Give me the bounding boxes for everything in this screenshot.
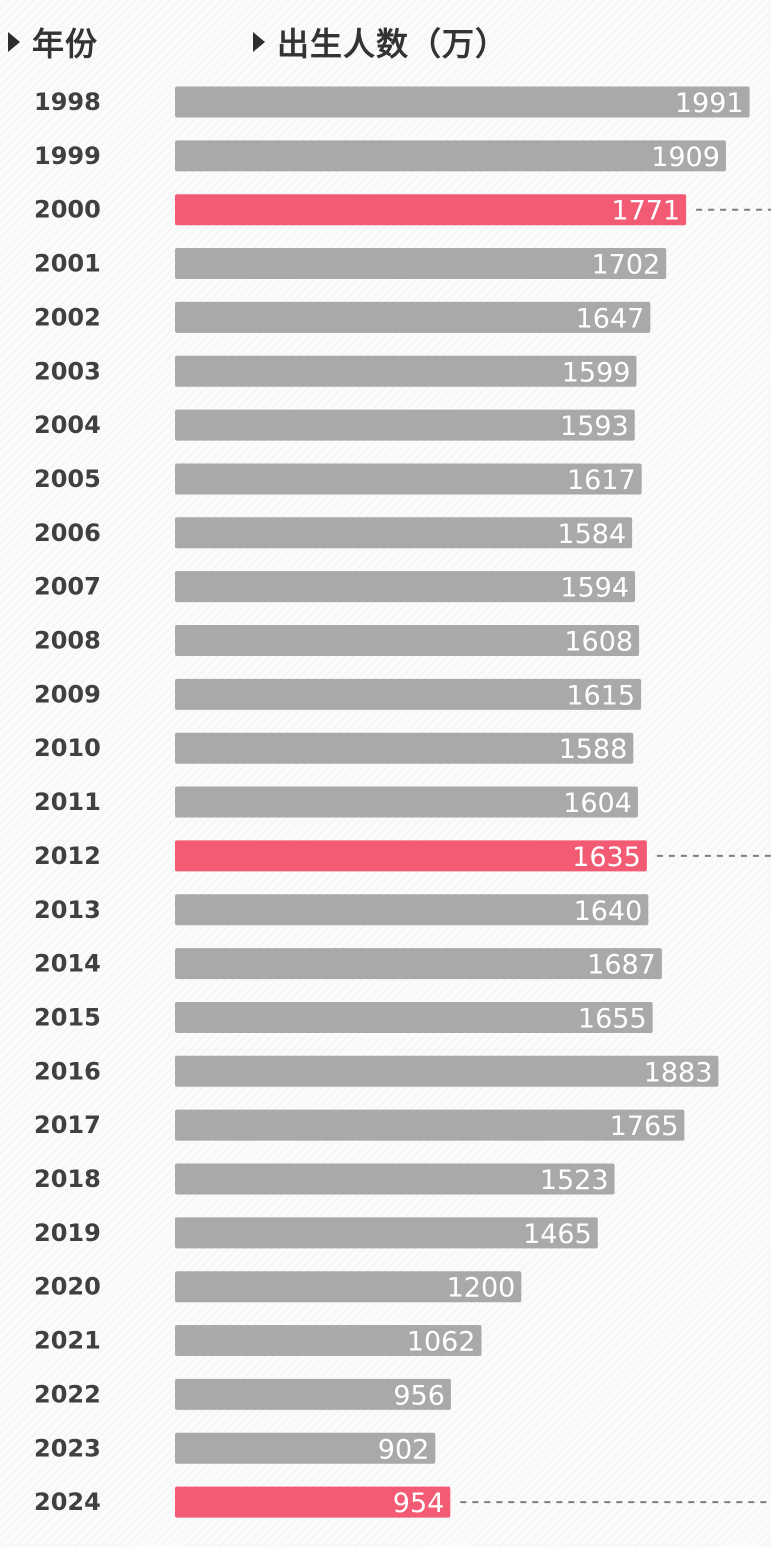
year-tick-label: 2000	[34, 196, 101, 224]
bar-value-label: 1615	[566, 680, 635, 711]
year-tick-label: 2019	[34, 1219, 101, 1247]
bar-value-label: 1599	[562, 357, 631, 388]
bar-value-label: 954	[393, 1488, 445, 1519]
bar-value-label: 1593	[560, 411, 629, 442]
year-tick-label: 2018	[34, 1165, 101, 1193]
year-tick-label: 2014	[34, 950, 101, 978]
bar-value-label: 1523	[540, 1165, 609, 1196]
year-tick-label: 2016	[34, 1057, 101, 1085]
bar	[175, 140, 726, 172]
year-tick-label: 2006	[34, 519, 101, 547]
year-tick-label: 2023	[34, 1434, 101, 1462]
bar	[175, 355, 637, 387]
bar-value-label: 902	[378, 1434, 430, 1465]
bar-value-label: 1771	[611, 196, 680, 227]
bar-value-label: 1883	[644, 1057, 713, 1088]
bar	[175, 786, 638, 818]
year-tick-label: 2024	[34, 1488, 101, 1516]
bar	[175, 86, 750, 118]
bar	[175, 894, 649, 926]
bar	[175, 1378, 451, 1410]
triangle-marker-icon	[253, 32, 265, 52]
bar	[175, 732, 634, 764]
year-tick-label: 2004	[34, 411, 101, 439]
bar-value-label: 1617	[567, 465, 636, 496]
year-tick-label: 2008	[34, 627, 101, 655]
bar-value-label: 1647	[576, 303, 645, 334]
bar	[175, 1217, 598, 1249]
chart-header: 年份 出生人数（万）	[0, 14, 771, 70]
year-tick-label: 2009	[34, 680, 101, 708]
highlighted-bar	[175, 1486, 451, 1518]
bar-value-label: 1594	[560, 573, 629, 604]
bar-value-label: 1465	[523, 1219, 592, 1250]
bar-value-label: 1608	[564, 627, 633, 658]
year-tick-label: 2012	[34, 842, 101, 870]
bar	[175, 517, 633, 549]
year-tick-label: 1999	[34, 142, 101, 170]
triangle-marker-icon	[8, 32, 20, 52]
bar	[175, 948, 662, 980]
bar	[175, 571, 636, 603]
bar-value-label: 956	[393, 1380, 445, 1411]
year-tick-label: 1998	[34, 88, 101, 116]
bar	[175, 463, 642, 495]
year-tick-label: 2011	[34, 788, 101, 816]
year-tick-label: 2020	[34, 1273, 101, 1301]
bar-value-label: 1909	[651, 142, 720, 173]
bar-value-label: 1640	[574, 896, 643, 927]
bar	[175, 625, 640, 656]
year-tick-label: 2002	[34, 303, 101, 331]
year-column-header: 年份	[8, 14, 98, 70]
bar	[175, 1001, 653, 1033]
highlighted-bar	[175, 840, 647, 872]
bar	[175, 409, 635, 441]
year-tick-label: 2001	[34, 250, 101, 278]
bar	[175, 1163, 615, 1195]
bar-value-label: 1200	[447, 1273, 516, 1304]
year-tick-label: 2005	[34, 465, 101, 493]
bar-value-label: 1655	[578, 1003, 647, 1034]
year-tick-label: 2010	[34, 734, 101, 762]
bar-value-label: 1702	[591, 250, 660, 281]
year-tick-label: 2017	[34, 1111, 101, 1139]
bar	[175, 1325, 482, 1357]
bar	[175, 1432, 436, 1464]
year-tick-label: 2003	[34, 357, 101, 385]
year-tick-label: 2007	[34, 573, 101, 601]
bar	[175, 1109, 685, 1141]
bar-value-label: 1635	[572, 842, 641, 873]
year-tick-label: 2021	[34, 1327, 101, 1355]
year-tick-label: 2022	[34, 1380, 101, 1408]
bar	[175, 248, 667, 280]
bar	[175, 1271, 522, 1303]
bar-value-label: 1991	[675, 88, 744, 119]
highlighted-bar	[175, 194, 687, 226]
bar-value-label: 1062	[407, 1327, 476, 1358]
births-header-label: 出生人数（万）	[277, 25, 509, 63]
bar-value-label: 1584	[557, 519, 626, 550]
year-header-label: 年份	[32, 25, 99, 63]
year-tick-label: 2013	[34, 896, 101, 924]
year-tick-label: 2015	[34, 1003, 101, 1031]
bar	[175, 301, 651, 333]
bar	[175, 678, 642, 710]
bar	[175, 1055, 719, 1087]
births-column-header: 出生人数（万）	[253, 14, 508, 70]
bar-value-label: 1604	[563, 788, 632, 819]
bar-value-label: 1687	[587, 950, 656, 981]
bar-value-label: 1588	[559, 734, 628, 765]
bar-value-label: 1765	[610, 1111, 679, 1142]
